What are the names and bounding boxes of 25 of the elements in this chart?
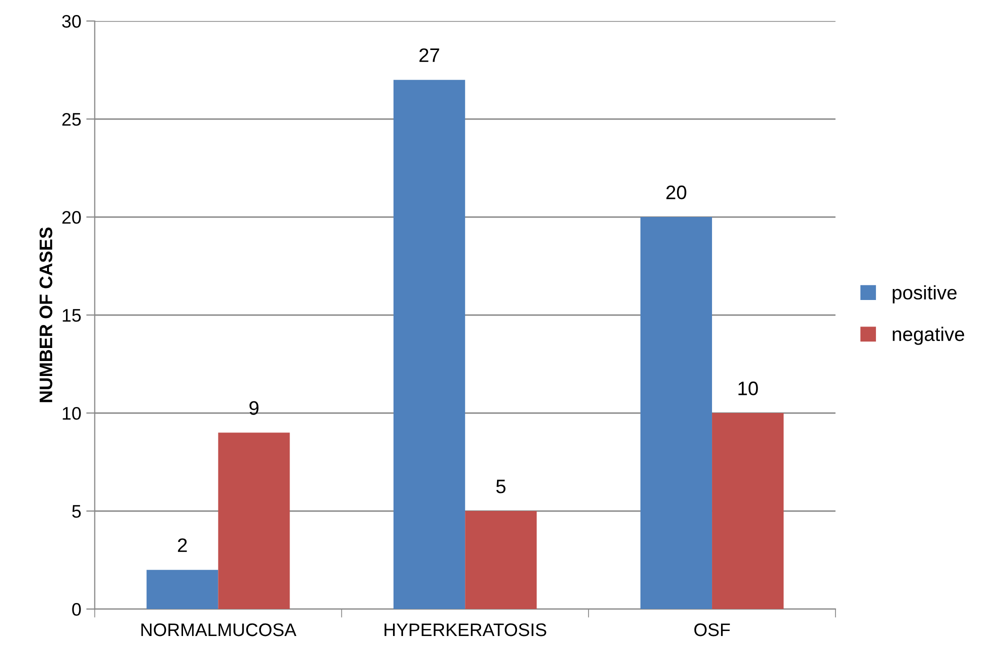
x-tick-label: NORMALMUCOSA [141, 623, 296, 636]
bar [465, 511, 537, 610]
y-tick-label: 20 [62, 210, 81, 224]
y-tick-label: 10 [62, 406, 81, 420]
data-label: 20 [666, 186, 686, 200]
bar [218, 432, 290, 610]
x-tick-label: OSF [694, 623, 730, 636]
legend-label: positive [892, 285, 957, 304]
y-tick-label: 25 [62, 112, 81, 126]
bar [640, 217, 712, 610]
data-label: 27 [419, 48, 440, 62]
legend-label: negative [892, 326, 964, 345]
y-tick-label: 0 [72, 602, 81, 616]
x-tick-label: HYPERKERATOSIS [384, 623, 546, 636]
data-label: 10 [738, 382, 758, 396]
data-label: 9 [249, 401, 258, 415]
bar [146, 570, 218, 610]
bar [393, 80, 466, 610]
y-tick-label: 5 [72, 505, 81, 518]
y-axis-title: NUMBER OF CASES [40, 227, 52, 402]
bar [712, 413, 784, 610]
y-tick-label: 15 [62, 309, 81, 322]
data-label: 2 [178, 538, 187, 552]
data-label: 5 [496, 480, 506, 494]
y-tick-label: 30 [62, 14, 81, 28]
